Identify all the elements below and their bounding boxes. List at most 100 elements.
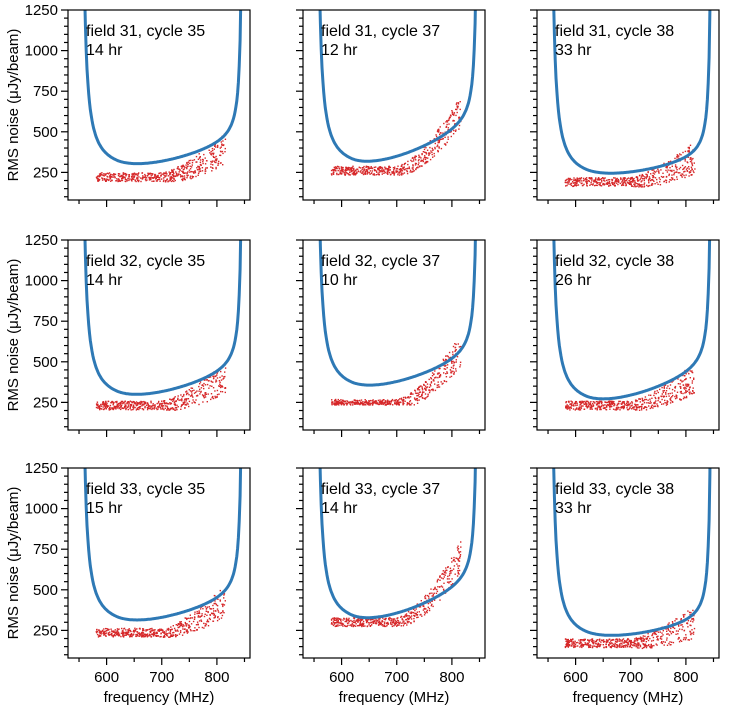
data-point <box>113 173 115 175</box>
data-point <box>595 643 597 645</box>
data-point <box>402 399 405 401</box>
data-point <box>402 625 405 627</box>
data-point <box>421 159 423 162</box>
data-point <box>351 170 353 172</box>
data-point <box>204 393 206 395</box>
data-point <box>433 373 435 376</box>
data-point <box>405 622 407 624</box>
data-point <box>386 402 388 404</box>
data-point <box>171 176 173 179</box>
data-point <box>573 185 575 187</box>
data-point <box>568 641 570 644</box>
data-point <box>686 170 689 172</box>
data-point <box>654 390 656 393</box>
data-point <box>425 381 427 383</box>
data-point <box>178 173 180 175</box>
data-point <box>347 173 349 175</box>
data-point <box>388 167 390 169</box>
data-point <box>337 625 339 627</box>
data-point <box>155 634 158 637</box>
data-point <box>676 618 678 620</box>
data-point <box>198 385 200 388</box>
data-point <box>436 144 439 146</box>
data-point <box>622 406 624 409</box>
data-point <box>339 173 341 175</box>
data-point <box>111 634 113 636</box>
data-point <box>631 641 633 644</box>
data-point <box>153 407 156 409</box>
data-point <box>191 175 193 177</box>
data-point <box>410 393 413 395</box>
panel-integration-time: 14 hr <box>86 42 123 59</box>
data-point <box>591 405 593 408</box>
data-point <box>599 401 601 404</box>
data-point <box>603 184 606 186</box>
data-point <box>674 171 676 174</box>
data-point <box>687 620 690 622</box>
data-point <box>610 400 612 402</box>
data-point <box>174 400 176 403</box>
data-point <box>662 172 664 174</box>
data-point <box>397 399 400 401</box>
data-point <box>339 622 341 624</box>
data-point <box>670 627 672 630</box>
data-point <box>186 402 188 404</box>
data-point <box>598 638 601 641</box>
data-point <box>413 617 415 620</box>
data-point <box>372 620 375 622</box>
data-point <box>155 176 157 178</box>
data-point <box>450 135 452 138</box>
expected-noise-curve <box>318 10 477 163</box>
data-point <box>594 408 597 410</box>
data-point <box>616 407 618 409</box>
data-point <box>624 641 626 643</box>
data-point <box>418 158 420 161</box>
data-point <box>133 406 135 408</box>
data-point <box>121 407 124 409</box>
data-point <box>424 594 427 597</box>
data-point <box>199 156 201 158</box>
data-point <box>646 636 649 638</box>
data-point <box>458 552 460 554</box>
data-point <box>138 179 140 182</box>
data-point <box>455 370 457 372</box>
data-point <box>219 154 221 156</box>
data-point <box>351 620 353 623</box>
data-point <box>172 399 175 401</box>
data-point <box>212 155 214 158</box>
y-axis-label: RMS noise (μJy/beam) <box>5 259 22 412</box>
data-point <box>431 600 433 602</box>
x-tick-label: 800 <box>439 669 464 686</box>
data-point <box>403 172 406 174</box>
data-point <box>642 635 644 637</box>
data-point <box>459 554 462 556</box>
data-point <box>104 407 107 409</box>
data-point <box>193 392 196 394</box>
data-point <box>433 380 435 382</box>
data-point <box>688 611 691 614</box>
data-point <box>124 407 127 409</box>
data-point <box>360 399 363 401</box>
data-point <box>349 171 351 173</box>
data-point <box>662 403 665 405</box>
data-point <box>641 647 644 650</box>
data-point <box>405 613 408 615</box>
data-point <box>597 178 599 180</box>
data-point <box>407 621 409 623</box>
data-point <box>183 628 186 630</box>
data-point <box>659 388 661 391</box>
data-point <box>625 402 628 405</box>
data-point <box>168 407 170 410</box>
data-point <box>434 586 436 589</box>
data-point <box>172 171 174 173</box>
data-point <box>685 373 687 375</box>
data-point <box>221 385 223 387</box>
data-point <box>150 405 153 407</box>
data-point <box>398 401 401 404</box>
data-point <box>138 633 141 636</box>
data-point <box>611 639 613 641</box>
data-point <box>566 639 568 641</box>
data-point <box>682 392 684 395</box>
data-point <box>102 631 105 634</box>
data-point <box>204 625 206 627</box>
